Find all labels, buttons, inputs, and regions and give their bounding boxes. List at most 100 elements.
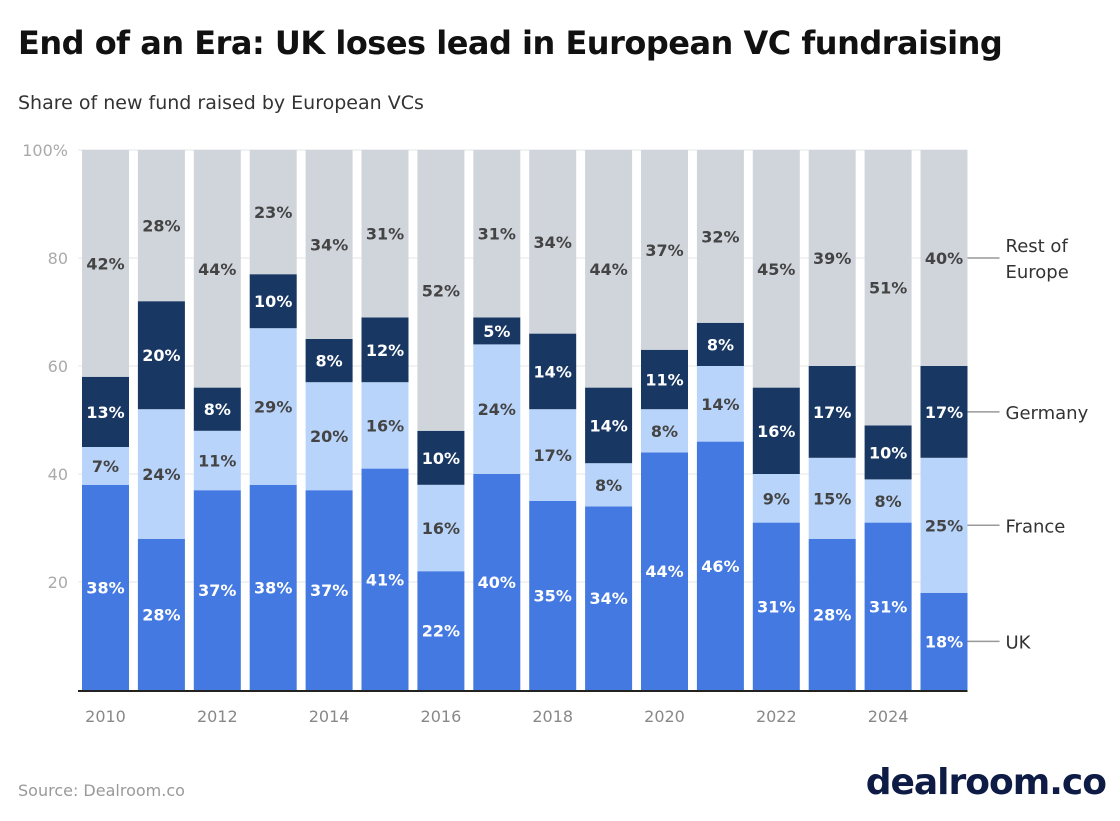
data-label: 11% — [198, 452, 236, 471]
bar-segment-germany — [417, 430, 465, 485]
bar-segment-france — [529, 409, 577, 501]
chart-title: End of an Era: UK loses lead in European… — [18, 24, 1003, 62]
x-tick-label: 2014 — [309, 707, 350, 726]
y-tick-label: 20 — [48, 573, 68, 592]
data-label: 44% — [589, 260, 627, 279]
x-tick-label: 2012 — [197, 707, 238, 726]
data-label: 39% — [813, 249, 851, 268]
bar-segment-germany — [361, 317, 409, 383]
bar-segment-rest-of-europe — [752, 150, 800, 388]
bar-segment-france — [82, 447, 129, 485]
dealroom-logo[interactable]: dealroom.co — [865, 762, 1107, 803]
legend: UK France Germany Rest of Europe — [967, 236, 1089, 653]
bar-segment-uk — [641, 452, 688, 690]
data-label: 35% — [534, 587, 572, 606]
bar-segment-germany — [305, 339, 353, 383]
bar-segment-uk — [808, 538, 856, 690]
data-label: 40% — [925, 249, 963, 268]
bar-segment-rest-of-europe — [920, 150, 968, 366]
bars — [82, 150, 968, 690]
source-note: Source: Dealroom.co — [18, 781, 185, 800]
bar-segment-rest-of-europe — [193, 150, 241, 388]
bar-segment-germany — [473, 317, 521, 345]
data-label: 8% — [707, 335, 734, 354]
data-label: 42% — [86, 254, 124, 273]
data-label: 9% — [763, 489, 790, 508]
data-label: 31% — [869, 597, 907, 616]
bar-segment-uk — [82, 484, 129, 690]
bar-segment-rest-of-europe — [249, 150, 297, 275]
data-label: 37% — [198, 581, 236, 600]
data-label: 38% — [254, 578, 292, 597]
y-tick-label: 40 — [48, 465, 68, 484]
bar-segment-uk — [137, 538, 185, 690]
bar-segment-rest-of-europe — [864, 150, 912, 426]
bar-segment-france — [641, 409, 688, 453]
data-label: 44% — [645, 562, 683, 581]
data-labels: 38% 7% 13% 42% 28% 24% 20% 28% 37% 11% 8% 44% 38% 29%… — [86, 203, 963, 651]
x-tick-label: 2020 — [644, 707, 685, 726]
chart-subtitle: Share of new fund raised by European VCs — [18, 92, 424, 114]
bar-segment-germany — [641, 349, 688, 410]
data-label: 28% — [142, 217, 180, 236]
data-label: 24% — [478, 400, 516, 419]
x-tick-label: 2022 — [756, 707, 797, 726]
bar-segment-germany — [137, 301, 185, 410]
data-label: 31% — [478, 225, 516, 244]
bar-segment-germany — [920, 366, 968, 458]
data-label: 37% — [310, 581, 348, 600]
data-label: 10% — [869, 443, 907, 462]
bar-segment-rest-of-europe — [696, 150, 744, 323]
bar-segment-rest-of-europe — [361, 150, 409, 318]
bar-segment-rest-of-europe — [305, 150, 353, 339]
legend-label: UK — [1006, 632, 1032, 653]
x-tick-label: 2016 — [421, 707, 462, 726]
bar-segment-germany — [696, 322, 744, 366]
bar-segment-france — [361, 382, 409, 469]
data-label: 52% — [422, 281, 460, 300]
bar-segment-france — [137, 409, 185, 539]
data-label: 13% — [86, 403, 124, 422]
data-label: 17% — [813, 403, 851, 422]
data-label: 41% — [366, 570, 404, 589]
bar-segment-germany — [585, 387, 633, 464]
bar-segment-germany — [193, 387, 241, 431]
bar-segment-france — [249, 328, 297, 485]
bar-segment-rest-of-europe — [137, 150, 185, 302]
data-label: 8% — [651, 422, 678, 441]
bar-segment-france — [473, 344, 521, 474]
legend-label: France — [1006, 516, 1066, 537]
bar-segment-rest-of-europe — [529, 150, 577, 334]
data-label: 34% — [589, 589, 627, 608]
bar-segment-uk — [696, 441, 744, 690]
bar-segment-uk — [249, 484, 297, 690]
data-label: 12% — [366, 341, 404, 360]
data-label: 38% — [86, 578, 124, 597]
bar-segment-france — [808, 457, 856, 539]
bar-segment-rest-of-europe — [473, 150, 521, 318]
data-label: 45% — [757, 260, 795, 279]
data-label: 16% — [422, 519, 460, 538]
data-label: 22% — [422, 622, 460, 641]
bar-segment-uk — [361, 468, 409, 690]
data-label: 31% — [757, 597, 795, 616]
data-label: 16% — [757, 422, 795, 441]
data-label: 14% — [534, 362, 572, 381]
data-label: 11% — [645, 371, 683, 390]
x-tick-label: 2018 — [532, 707, 573, 726]
bar-segment-france — [585, 463, 633, 507]
bar-segment-rest-of-europe — [641, 150, 688, 350]
y-axis: 20 40 60 80 100% — [22, 141, 68, 592]
bar-segment-uk — [864, 522, 912, 690]
data-label: 16% — [366, 416, 404, 435]
bar-segment-germany — [808, 366, 856, 458]
bar-segment-france — [864, 479, 912, 523]
data-label: 37% — [645, 241, 683, 260]
data-label: 32% — [701, 227, 739, 246]
legend-label: Rest of — [1006, 236, 1069, 257]
bar-segment-uk — [920, 592, 968, 690]
bar-segment-uk — [473, 474, 521, 690]
bar-segment-france — [696, 366, 744, 442]
bar-segment-rest-of-europe — [808, 150, 856, 366]
data-label: 14% — [589, 416, 627, 435]
